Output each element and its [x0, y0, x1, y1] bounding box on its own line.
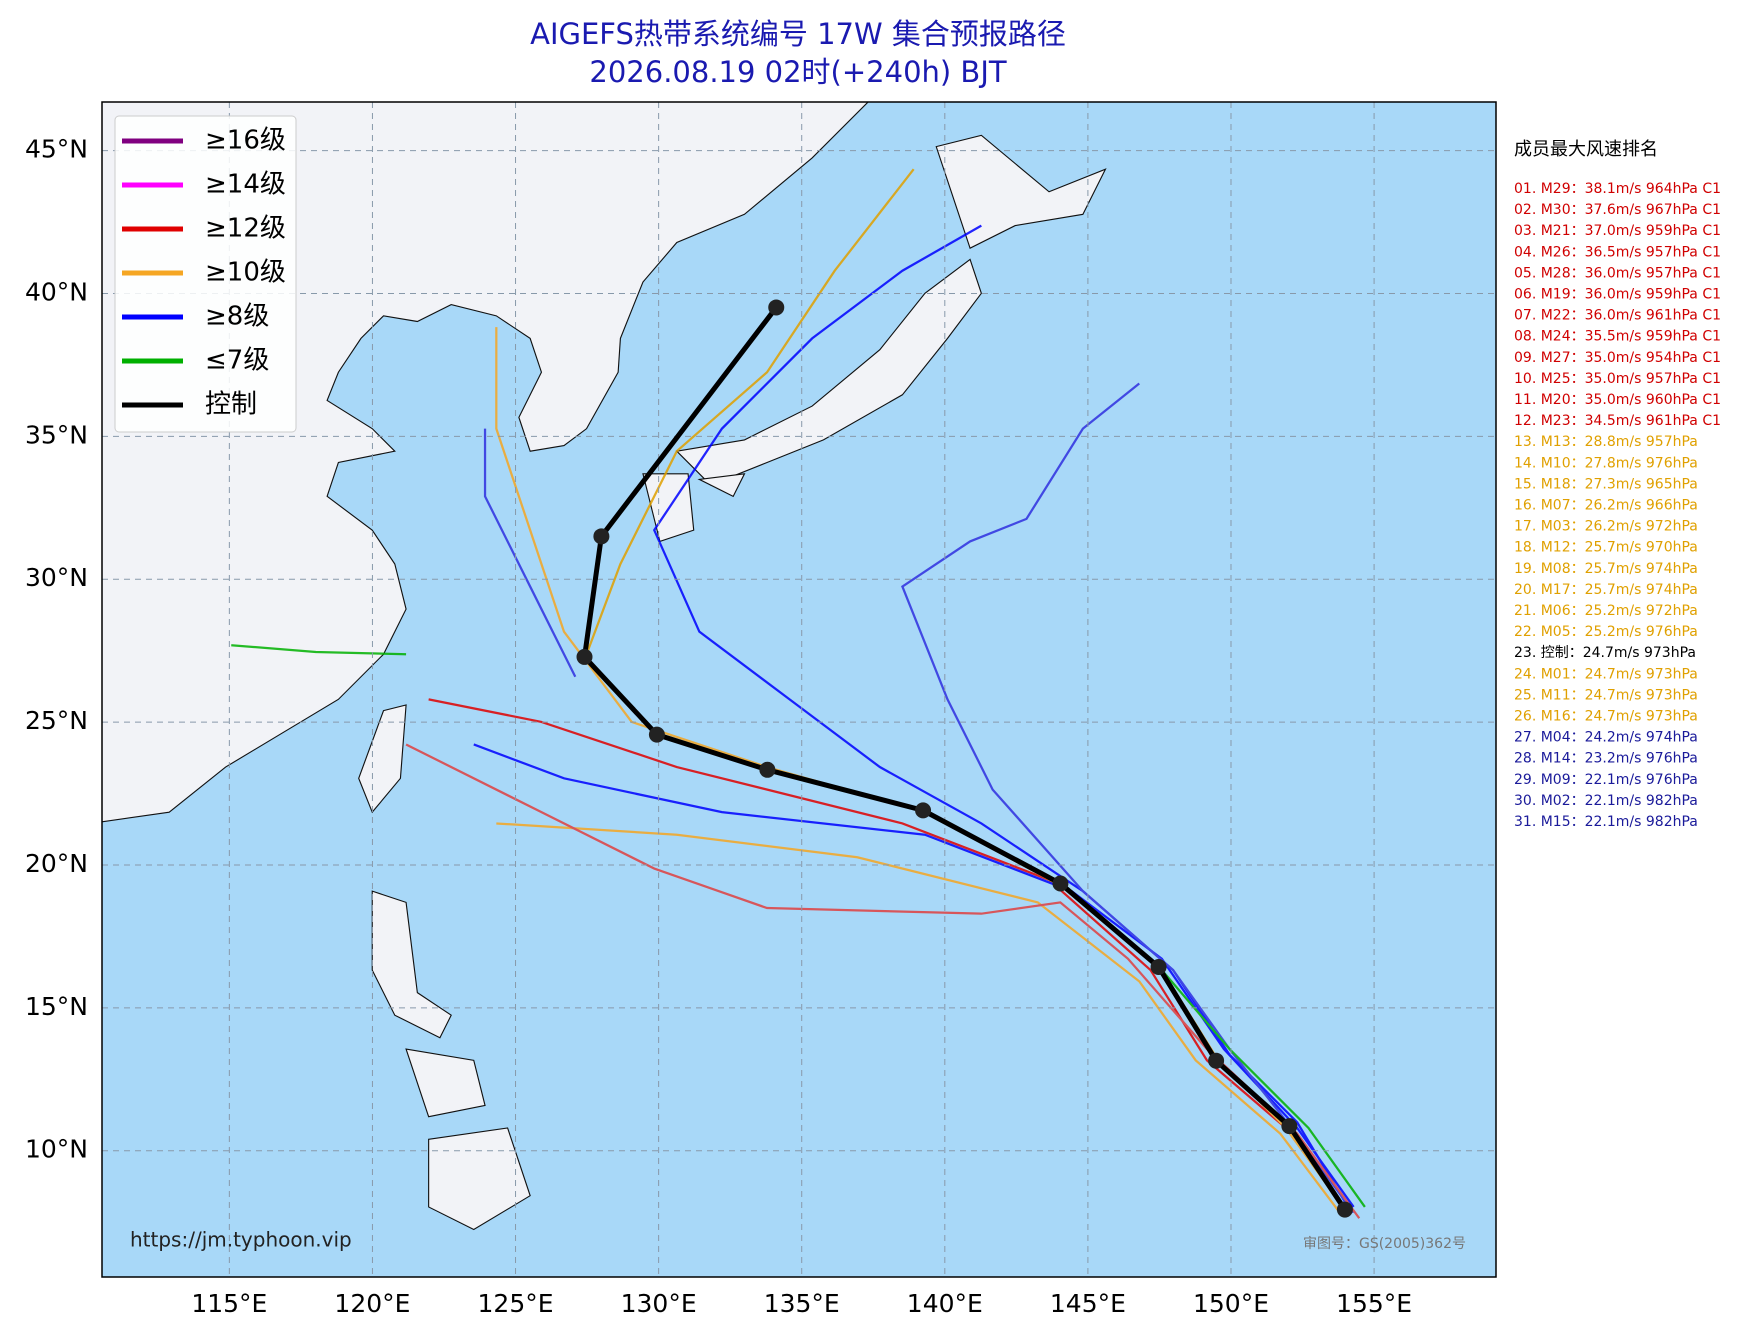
y-tick-label: 10°N	[25, 1135, 88, 1164]
ranking-item: 10. M25：35.0m/s 957hPa C1	[1514, 371, 1721, 387]
ranking-item: 03. M21：37.0m/s 959hPa C1	[1514, 223, 1721, 239]
legend-label: ≥16级	[205, 126, 286, 156]
ranking-item: 07. M22：36.0m/s 961hPa C1	[1514, 308, 1721, 324]
ranking-item: 18. M12：25.7m/s 970hPa	[1514, 540, 1698, 556]
ranking-item: 23. 控制：24.7m/s 973hPa	[1514, 645, 1696, 661]
y-tick-label: 25°N	[25, 706, 88, 735]
ranking-item: 31. M15：22.1m/s 982hPa	[1514, 814, 1698, 830]
ranking-item: 01. M29：38.1m/s 964hPa C1	[1514, 181, 1721, 197]
ranking-item: 06. M19：36.0m/s 959hPa C1	[1514, 287, 1721, 303]
source-url: https://jm.typhoon.vip	[130, 1228, 352, 1252]
x-tick-label: 140°E	[907, 1289, 983, 1318]
y-tick-label: 35°N	[25, 420, 88, 449]
ranking-item: 28. M14：23.2m/s 976hPa	[1514, 751, 1698, 767]
approval-number: 审图号：GS(2005)362号	[1303, 1236, 1466, 1252]
y-tick-label: 20°N	[25, 849, 88, 878]
ranking-item: 20. M17：25.7m/s 974hPa	[1514, 582, 1698, 598]
title: AIGEFS热带系统编号 17W 集合预报路径	[530, 17, 1066, 51]
control-point	[1336, 1201, 1353, 1218]
ranking-item: 08. M24：35.5m/s 959hPa C1	[1514, 329, 1721, 345]
ranking-item: 26. M16：24.7m/s 973hPa	[1514, 709, 1698, 725]
ranking-item: 11. M20：35.0m/s 960hPa C1	[1514, 392, 1721, 408]
control-point	[768, 299, 785, 316]
ranking-item: 25. M11：24.7m/s 973hPa	[1514, 687, 1698, 703]
ranking-item: 04. M26：36.5m/s 957hPa C1	[1514, 244, 1721, 260]
y-tick-label: 45°N	[25, 135, 88, 164]
x-tick-label: 145°E	[1050, 1289, 1126, 1318]
legend-label: 控制	[205, 390, 257, 420]
legend-label: ≥14级	[205, 170, 286, 200]
x-tick-label: 150°E	[1193, 1289, 1269, 1318]
legend-label: ≤7级	[205, 346, 269, 376]
y-tick-label: 40°N	[25, 277, 88, 306]
control-point	[1281, 1118, 1298, 1135]
control-point	[1052, 875, 1069, 892]
ranking-item: 21. M06：25.2m/s 972hPa	[1514, 603, 1698, 619]
ranking-item: 15. M18：27.3m/s 965hPa	[1514, 476, 1698, 492]
map-frame	[101, 101, 1497, 1278]
ranking-title: 成员最大风速排名	[1514, 139, 1658, 160]
ranking-item: 13. M13：28.8m/s 957hPa	[1514, 434, 1698, 450]
ranking-item: 02. M30：37.6m/s 967hPa C1	[1514, 202, 1721, 218]
control-point	[1208, 1052, 1225, 1069]
ranking-item: 22. M05：25.2m/s 976hPa	[1514, 624, 1698, 640]
legend-label: ≥12级	[205, 214, 286, 244]
ranking-item: 27. M04：24.2m/s 974hPa	[1514, 730, 1698, 746]
x-tick-label: 135°E	[764, 1289, 840, 1318]
x-tick-label: 130°E	[621, 1289, 697, 1318]
control-point	[576, 648, 593, 665]
ranking-item: 24. M01：24.7m/s 973hPa	[1514, 666, 1698, 682]
ranking-item: 29. M09：22.1m/s 976hPa	[1514, 772, 1698, 788]
ranking-item: 09. M27：35.0m/s 954hPa C1	[1514, 350, 1721, 366]
control-point	[759, 761, 776, 778]
ranking-item: 12. M23：34.5m/s 961hPa C1	[1514, 413, 1721, 429]
ranking-item: 16. M07：26.2m/s 966hPa	[1514, 498, 1698, 514]
ranking-item: 17. M03：26.2m/s 972hPa	[1514, 519, 1698, 535]
control-point	[915, 802, 932, 819]
ranking-item: 19. M08：25.7m/s 974hPa	[1514, 561, 1698, 577]
y-tick-label: 15°N	[25, 992, 88, 1021]
ranking-item: 05. M28：36.0m/s 957hPa C1	[1514, 265, 1721, 281]
legend-box	[114, 115, 297, 433]
control-point	[648, 726, 665, 743]
legend-label: ≥8级	[205, 302, 269, 332]
control-point	[1150, 958, 1167, 975]
subtitle: 2026.08.19 02时(+240h) BJT	[589, 55, 1006, 89]
legend-label: ≥10级	[205, 258, 286, 288]
y-tick-label: 30°N	[25, 563, 88, 592]
x-tick-label: 155°E	[1336, 1289, 1412, 1318]
control-point	[593, 528, 610, 545]
ranking-item: 14. M10：27.8m/s 976hPa	[1514, 455, 1698, 471]
x-tick-label: 125°E	[478, 1289, 554, 1318]
x-tick-label: 115°E	[191, 1289, 267, 1318]
x-tick-label: 120°E	[334, 1289, 410, 1318]
ranking-item: 30. M02：22.1m/s 982hPa	[1514, 793, 1698, 809]
